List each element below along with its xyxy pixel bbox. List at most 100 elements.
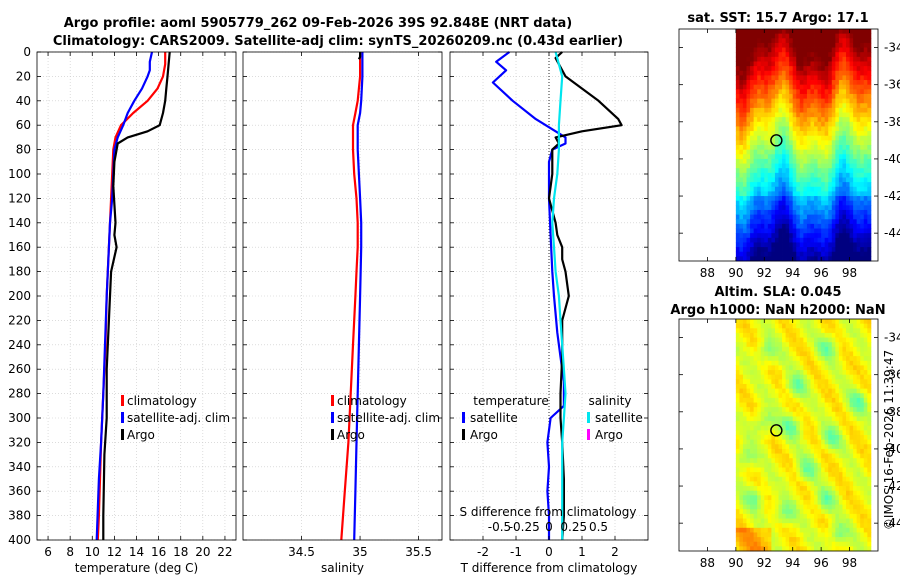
heatmap-cell (853, 421, 858, 427)
heatmap-cell (846, 52, 850, 58)
heatmap-cell (753, 351, 758, 357)
heatmap-cell (856, 374, 861, 380)
heatmap-cell (757, 495, 762, 501)
heatmap-cell (785, 56, 790, 62)
heatmap-cell (863, 93, 868, 99)
heatmap-cell (824, 495, 829, 501)
heatmap-cell (757, 247, 762, 253)
heatmap-cell (782, 52, 786, 58)
heatmap-cell (821, 523, 826, 529)
heatmap-cell (863, 439, 868, 445)
heatmap-cell (771, 518, 776, 524)
heatmap-cell (750, 527, 755, 533)
heatmap-cell (760, 70, 765, 76)
heatmap-cell (828, 47, 833, 53)
heatmap-cell (782, 33, 786, 39)
heatmap-cell (767, 402, 772, 408)
heatmap-cell (835, 228, 840, 234)
heatmap-cell (746, 158, 751, 164)
heatmap-cell (860, 462, 865, 468)
heatmap-cell (856, 112, 861, 118)
heatmap-cell (764, 402, 769, 408)
heatmap-cell (739, 499, 744, 505)
heatmap-cell (853, 360, 858, 366)
heatmap-cell (824, 256, 829, 262)
heatmap-cell (817, 370, 822, 376)
heatmap-cell (771, 360, 776, 366)
heatmap-cell (849, 191, 854, 197)
heatmap-cell (842, 541, 847, 547)
heatmap-cell (814, 126, 818, 132)
heatmap-cell (774, 163, 779, 169)
heatmap-cell (814, 495, 818, 501)
heatmap-cell (824, 518, 829, 524)
heatmap-cell (853, 328, 858, 334)
heatmap-cell (782, 38, 786, 44)
heatmap-cell (792, 126, 797, 132)
heatmap-cell (735, 42, 740, 48)
heatmap-cell (849, 411, 854, 417)
heatmap-cell (750, 251, 755, 257)
heatmap-cell (817, 453, 822, 459)
heatmap-cell (782, 319, 786, 325)
heatmap-cell (785, 416, 790, 422)
heatmap-cell (764, 472, 769, 478)
heatmap-cell (856, 242, 861, 248)
series-line (340, 52, 362, 541)
heatmap-cell (863, 149, 868, 155)
heatmap-cell (810, 186, 815, 192)
heatmap-cell (849, 61, 854, 67)
heatmap-cell (774, 351, 779, 357)
heatmap-cell (739, 444, 744, 450)
heatmap-cell (803, 242, 808, 248)
heatmap-cell (814, 242, 818, 248)
heatmap-cell (814, 177, 818, 183)
heatmap-cell (824, 337, 829, 343)
heatmap-cell (814, 33, 818, 39)
heatmap-cell (796, 112, 801, 118)
heatmap-cell (803, 112, 808, 118)
heatmap-cell (735, 191, 740, 197)
heatmap-cell (846, 228, 850, 234)
heatmap-cell (828, 154, 833, 160)
heatmap-cell (767, 75, 772, 81)
heatmap-cell (753, 486, 758, 492)
heatmap-cell (853, 393, 858, 399)
heatmap-cell (735, 458, 740, 464)
heatmap-cell (764, 52, 769, 58)
heatmap-cell (810, 177, 815, 183)
heatmap-cell (814, 467, 818, 473)
heatmap-cell (739, 140, 744, 146)
heatmap-cell (824, 402, 829, 408)
heatmap-cell (785, 356, 790, 362)
heatmap-cell (767, 182, 772, 188)
heatmap-cell (785, 486, 790, 492)
heatmap-cell (767, 546, 772, 552)
heatmap-cell (789, 196, 794, 202)
heatmap-cell (810, 346, 815, 352)
heatmap-cell (821, 332, 826, 338)
heatmap-cell (753, 75, 758, 81)
heatmap-cell (799, 476, 804, 482)
heatmap-cell (846, 242, 850, 248)
heatmap-cell (796, 360, 801, 366)
heatmap-cell (778, 42, 783, 48)
heatmap-cell (842, 499, 847, 505)
heatmap-cell (806, 397, 811, 403)
heatmap-cell (860, 374, 865, 380)
heatmap-cell (856, 467, 861, 473)
heatmap-cell (785, 467, 790, 473)
heatmap-cell (835, 126, 840, 132)
heatmap-cell (828, 513, 833, 519)
heatmap-cell (817, 80, 822, 86)
heatmap-cell (757, 360, 762, 366)
heatmap-cell (796, 135, 801, 141)
heatmap-cell (764, 319, 769, 325)
heatmap-cell (810, 149, 815, 155)
heatmap-cell (767, 537, 772, 543)
heatmap-cell (764, 518, 769, 524)
heatmap-cell (782, 523, 786, 529)
heatmap-cell (846, 209, 850, 215)
heatmap-cell (774, 75, 779, 81)
heatmap-cell (824, 191, 829, 197)
